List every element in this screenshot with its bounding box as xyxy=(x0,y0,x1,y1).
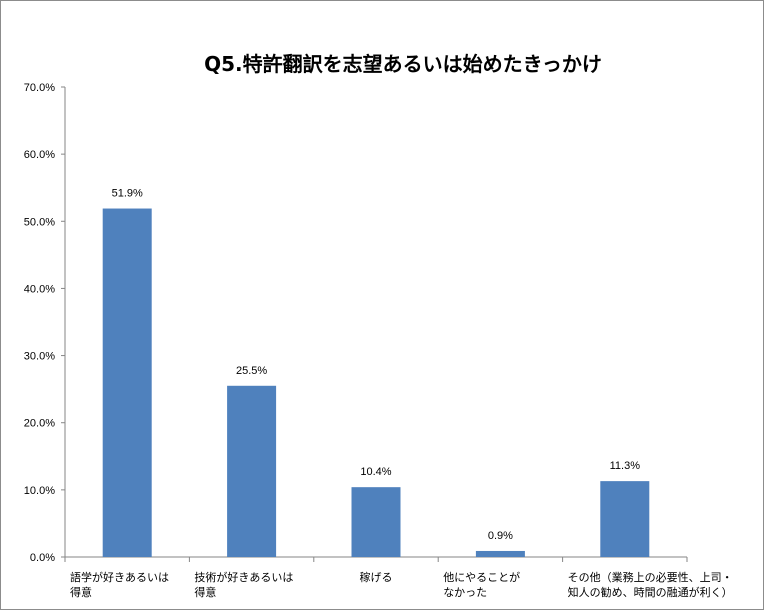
bars xyxy=(102,208,650,557)
data-label: 25.5% xyxy=(236,365,267,377)
y-tick-label: 20.0% xyxy=(24,418,55,430)
bar xyxy=(351,487,401,557)
category-label: 得意 xyxy=(194,585,216,599)
category-label: 稼げる xyxy=(360,570,393,584)
bar xyxy=(475,550,525,557)
category-label: なかった xyxy=(443,586,487,599)
bar xyxy=(102,208,152,557)
data-label: 10.4% xyxy=(360,466,391,478)
category-label: 得意 xyxy=(70,585,92,599)
y-tick-label: 60.0% xyxy=(24,149,55,161)
chart-title: Q5.特許翻訳を志望あるいは始めたきっかけ xyxy=(204,52,602,76)
category-label: 他にやることが xyxy=(443,570,520,584)
data-labels: 51.9% 25.5% 10.4% 0.9% 11.3% xyxy=(112,188,641,542)
category-label: 技術が好きあるいは xyxy=(194,570,293,584)
y-tick-label: 10.0% xyxy=(24,485,55,497)
bar xyxy=(600,481,650,557)
category-label: 知人の勧め、時間の融通が利く） xyxy=(568,585,733,599)
data-label: 11.3% xyxy=(610,460,641,472)
data-label: 51.9% xyxy=(112,188,143,200)
y-tick-label: 40.0% xyxy=(24,283,55,295)
category-label: その他（業務上の必要性、上司・ xyxy=(568,570,733,584)
y-tick-label: 50.0% xyxy=(24,216,55,228)
bar xyxy=(227,385,277,557)
y-tick-label: 30.0% xyxy=(24,351,55,363)
y-tick-label: 0.0% xyxy=(30,552,55,564)
category-label: 語学が好きあるいは xyxy=(70,570,169,584)
y-tick-label: 70.0% xyxy=(24,82,55,94)
data-label: 0.9% xyxy=(488,530,513,542)
